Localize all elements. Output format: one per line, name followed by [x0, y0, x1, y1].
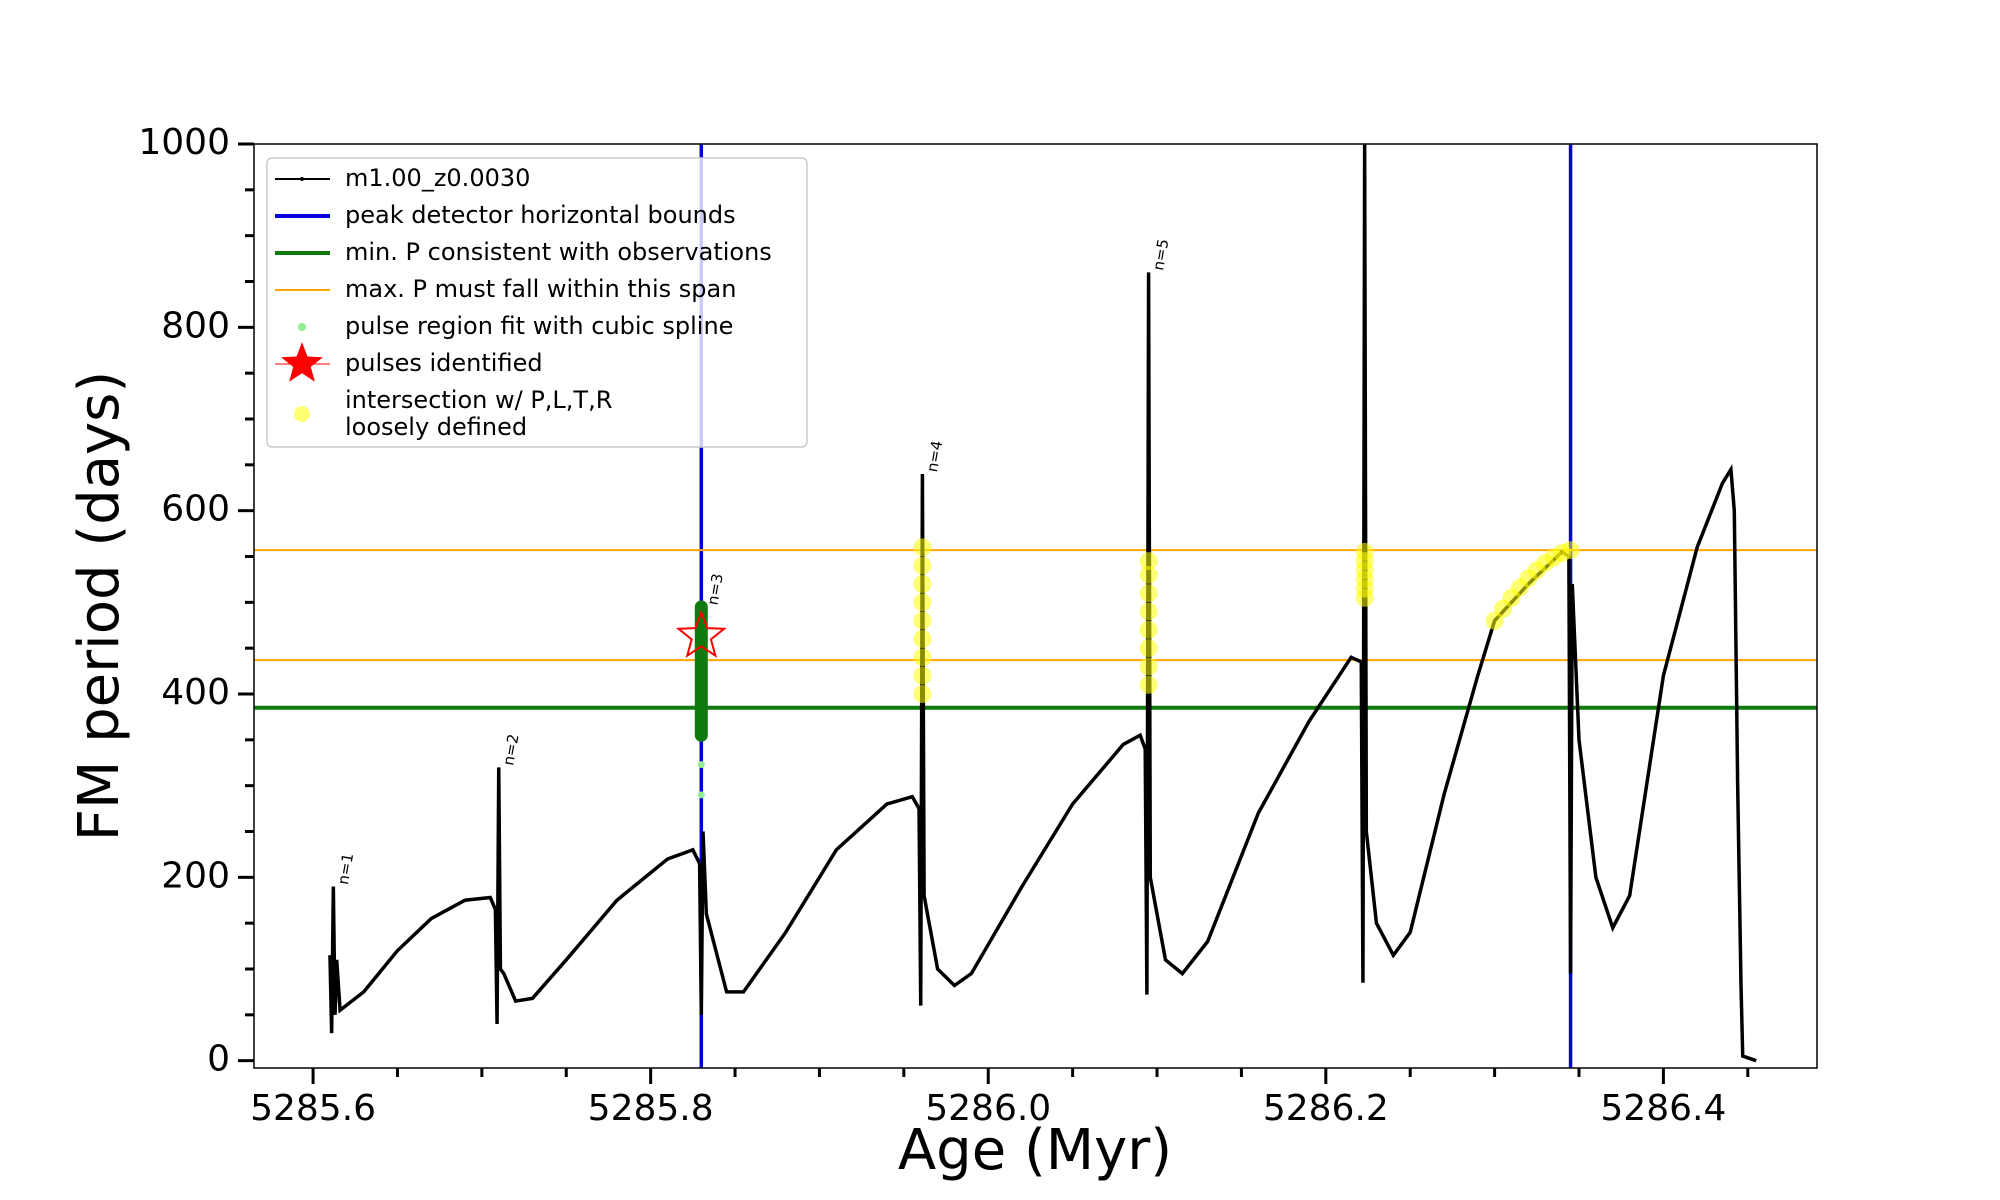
x-tick-label: 5286.4	[1600, 1088, 1726, 1129]
scatter-point	[913, 685, 932, 703]
scatter-point	[913, 648, 932, 667]
scatter-point	[1139, 657, 1158, 676]
pulse-label: n=4	[923, 439, 946, 473]
pulse-label: n=1	[334, 852, 357, 886]
scatter-point	[913, 593, 932, 612]
scatter-point	[913, 666, 932, 685]
scatter-point	[697, 761, 705, 769]
legend-swatch	[298, 323, 306, 331]
scatter-point	[913, 556, 932, 575]
scatter-point	[1139, 602, 1158, 621]
y-tick-label: 800	[161, 305, 230, 346]
legend-label: pulse region fit with cubic spline	[345, 312, 733, 340]
x-tick-label: 5285.8	[588, 1088, 714, 1129]
legend-swatch	[294, 406, 310, 422]
pulse-label: n=3	[704, 572, 727, 606]
legend-label: pulses identified	[345, 349, 543, 377]
legend-label: intersection w/ P,L,T,R loosely defined	[345, 386, 612, 441]
scatter-point	[1561, 541, 1580, 560]
legend-swatch	[281, 342, 323, 382]
scatter-point	[1139, 552, 1158, 571]
pulse-label: n=2	[499, 733, 522, 767]
x-axis-label: Age (Myr)	[898, 1118, 1172, 1183]
x-tick-label: 5286.2	[1263, 1088, 1389, 1129]
x-tick-label: 5285.6	[250, 1088, 376, 1129]
y-tick-label: 0	[207, 1039, 230, 1080]
y-axis-label: FM period (days)	[67, 371, 132, 841]
scatter-point	[913, 630, 932, 648]
legend-box	[266, 157, 808, 448]
y-tick-label: 1000	[138, 122, 230, 163]
legend-label: peak detector horizontal bounds	[345, 201, 736, 229]
pulse-label: n=5	[1149, 238, 1172, 272]
scatter-point	[697, 791, 705, 799]
scatter-point	[1139, 675, 1158, 694]
scatter-point	[913, 538, 932, 557]
data-line	[328, 144, 1757, 1063]
x-tick-label: 5286.0	[925, 1088, 1051, 1129]
y-tick-label: 400	[161, 672, 230, 713]
legend-label: max. P must fall within this span	[345, 275, 736, 303]
legend-label: m1.00_z0.0030	[345, 164, 530, 192]
scatter-point	[1139, 584, 1158, 603]
scatter-point	[913, 611, 932, 630]
scatter-point	[913, 575, 932, 593]
legend-label: min. P consistent with observations	[345, 238, 772, 266]
scatter-point	[1139, 639, 1158, 658]
scatter-point	[1355, 542, 1374, 561]
legend-swatch	[300, 177, 304, 181]
y-tick-label: 200	[161, 855, 230, 896]
pulse-star	[675, 609, 727, 659]
scatter-point	[1139, 565, 1158, 584]
plot-area	[254, 144, 1817, 1068]
y-tick-label: 600	[161, 489, 230, 530]
plot-frame	[253, 143, 1818, 1069]
scatter-point	[1139, 620, 1158, 639]
